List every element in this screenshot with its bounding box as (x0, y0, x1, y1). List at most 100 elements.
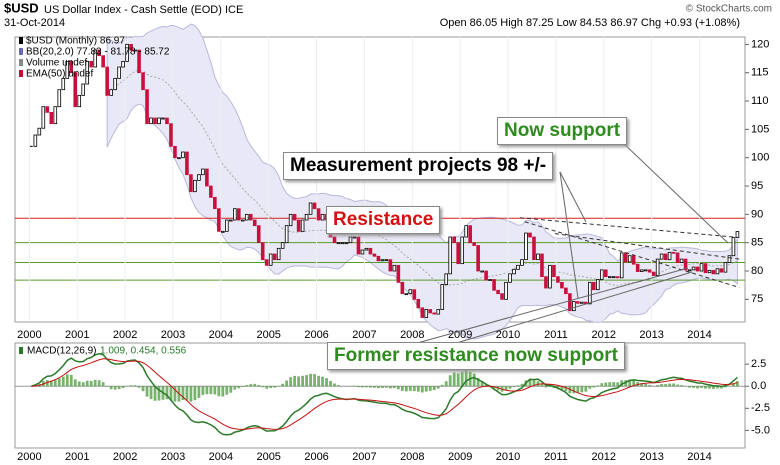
macd-hist (476, 378, 480, 387)
candle (512, 268, 516, 275)
candle (552, 264, 556, 278)
macd-hist (592, 386, 596, 388)
candle (189, 174, 193, 193)
macd-hist (233, 386, 237, 390)
macd-hist (77, 381, 81, 387)
macd-hist (452, 372, 456, 387)
candle (400, 281, 405, 295)
macd-hist (632, 380, 636, 387)
x-tick-label: 2009 (448, 451, 472, 463)
macd-hist (169, 386, 173, 401)
candle (639, 269, 644, 272)
macd-hist (361, 386, 364, 388)
candle (93, 49, 97, 68)
macd-hist (508, 386, 512, 389)
candle (544, 276, 548, 289)
macd-hist (448, 375, 452, 387)
annotation: Now support (497, 117, 628, 145)
macd-hist (153, 386, 157, 401)
macd-hist (209, 386, 213, 395)
macd-hist (672, 383, 675, 387)
macd-hist (217, 386, 221, 397)
candle (300, 219, 305, 232)
candle (252, 219, 257, 227)
macd-hist (660, 383, 664, 387)
macd-hist (81, 382, 85, 387)
y-tick-label: 90 (751, 208, 763, 220)
macd-hist (428, 386, 432, 391)
macd-hist (596, 385, 600, 387)
macd-hist (137, 386, 141, 388)
macd-hist (560, 386, 564, 391)
x-tick-label: 2007 (352, 451, 376, 463)
candle (596, 279, 600, 291)
candle (412, 289, 417, 300)
macd-hist (185, 386, 189, 401)
macd-hist (540, 384, 544, 387)
candle (268, 253, 273, 266)
candle (89, 60, 93, 68)
candle (476, 245, 480, 272)
candle (472, 242, 476, 246)
macd-hist (400, 386, 404, 391)
x-tick-label: 2006 (304, 329, 328, 341)
candle (117, 66, 121, 79)
macd-hist (101, 382, 105, 387)
macd-hist (464, 370, 468, 387)
candle (695, 266, 700, 272)
candle (229, 219, 233, 222)
macd-readings: 1.009, 0.454, 0.556 (100, 346, 187, 357)
macd-hist (732, 383, 735, 387)
candle (236, 208, 241, 221)
price-frame (14, 36, 746, 323)
candle (635, 263, 640, 272)
macd-hist (133, 385, 137, 387)
candle (312, 202, 317, 210)
candle (304, 213, 309, 221)
candle (647, 269, 652, 273)
candle (177, 157, 181, 160)
macd-hist (313, 374, 316, 387)
macd-hist (616, 382, 620, 387)
macd-hist (644, 384, 648, 387)
candle (149, 117, 153, 125)
macd-hist (520, 383, 524, 387)
candle (344, 242, 349, 245)
macd-hist (85, 380, 89, 387)
y-tick-label: 75 (751, 293, 763, 305)
candle (564, 287, 568, 295)
candle (687, 269, 692, 272)
candle (651, 271, 656, 276)
macd-hist (97, 380, 101, 387)
macd-hist (117, 386, 121, 389)
macd-hist (89, 380, 93, 387)
y-tick-label: 110 (751, 95, 769, 107)
candle (468, 225, 472, 244)
candle (691, 266, 696, 271)
macd-hist (716, 386, 719, 389)
candle (536, 253, 540, 261)
candle (77, 94, 82, 108)
x-tick-label: 2013 (639, 451, 663, 463)
candle (316, 208, 321, 221)
candle (659, 253, 664, 260)
candle (41, 106, 46, 129)
macd-line (31, 352, 738, 436)
candle (45, 106, 50, 113)
macd-signal (31, 358, 738, 430)
candle (675, 252, 680, 263)
candle (623, 252, 628, 263)
macd-hist (696, 386, 699, 389)
candle (448, 236, 453, 275)
date: 31-Oct-2014 (4, 17, 65, 29)
y-tick-label: 95 (751, 180, 763, 192)
candle (568, 293, 572, 312)
macd-hist (620, 380, 624, 387)
candle (532, 236, 536, 261)
macd-hist (572, 386, 576, 394)
bollinger-band (106, 23, 738, 340)
candle (213, 196, 217, 210)
macd-hist (293, 375, 297, 387)
pointer-line (619, 139, 729, 244)
